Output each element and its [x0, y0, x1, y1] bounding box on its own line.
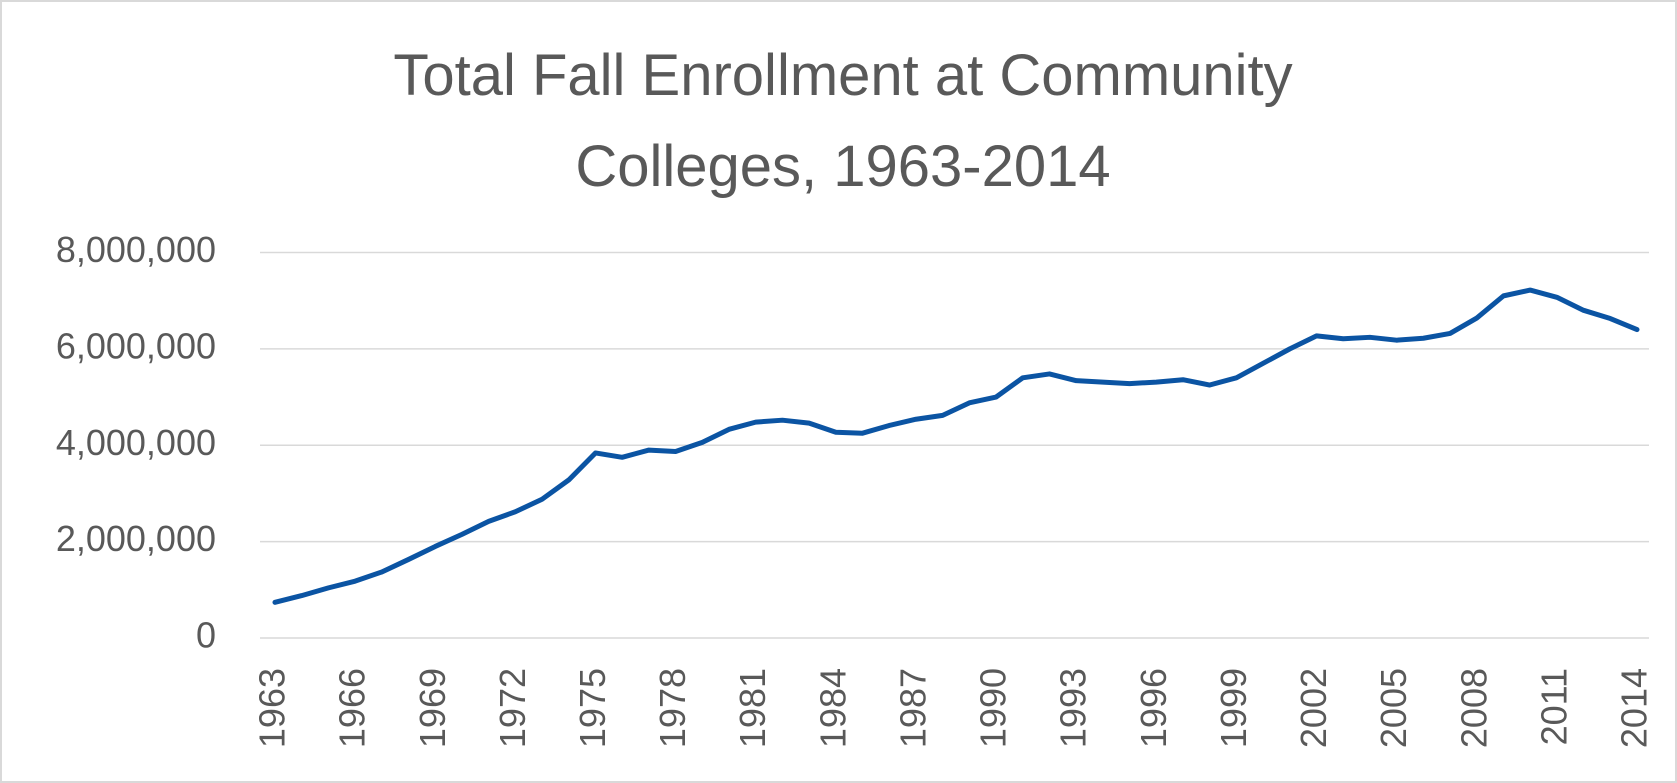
x-tick-label: 2011 [1533, 668, 1574, 745]
x-tick-label: 2005 [1373, 668, 1414, 748]
x-tick-label: 2008 [1453, 668, 1494, 748]
x-tick-label: 1999 [1213, 668, 1254, 748]
y-tick-label: 8,000,000 [56, 229, 216, 270]
x-tick-label: 1984 [812, 668, 853, 748]
chart-title: Colleges, 1963-2014 [575, 134, 1110, 199]
x-tick-label: 1975 [572, 668, 613, 748]
x-tick-label: 1969 [412, 668, 453, 748]
x-tick-label: 1996 [1133, 668, 1174, 748]
x-tick-label: 1987 [892, 668, 933, 748]
y-tick-label: 4,000,000 [56, 422, 216, 463]
y-tick-label: 0 [196, 615, 216, 656]
line-series [272, 287, 1640, 605]
chart-title: Total Fall Enrollment at Community [393, 43, 1292, 108]
x-tick-label: 2002 [1293, 668, 1334, 748]
x-tick-label: 1981 [732, 668, 773, 748]
y-tick-label: 2,000,000 [56, 518, 216, 559]
x-tick-label: 2014 [1614, 668, 1655, 748]
x-tick-label: 1978 [652, 668, 693, 748]
x-tick-label: 1966 [332, 668, 373, 748]
y-tick-label: 6,000,000 [56, 325, 216, 366]
x-tick-label: 1993 [1053, 668, 1094, 748]
x-tick-label: 1963 [252, 668, 293, 748]
x-tick-label: 1990 [973, 668, 1014, 748]
x-tick-label: 1972 [492, 668, 533, 748]
